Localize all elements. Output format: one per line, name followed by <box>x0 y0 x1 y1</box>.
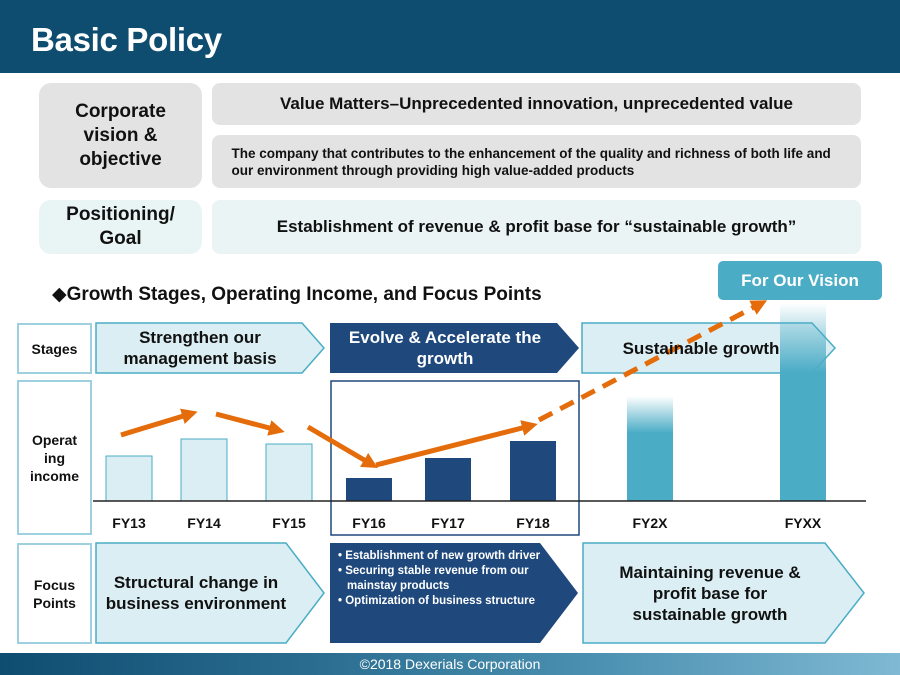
bar-fyxx <box>780 303 826 501</box>
row-label-income-text: Operat ing income <box>29 431 79 484</box>
fy-label: FYXX <box>784 515 822 531</box>
stage-chevron-2 <box>330 323 579 373</box>
company-statement-text: The company that contributes to the enha… <box>231 145 831 178</box>
fy-label: FY16 <box>352 515 386 531</box>
section-heading: ◆Growth Stages, Operating Income, and Fo… <box>52 284 542 305</box>
trend-arrow-fy14-fy15 <box>215 411 285 436</box>
focus-right-text: Maintaining revenue & profit base for su… <box>619 562 801 624</box>
value-matters-text: Value Matters–Unprecedented innovation, … <box>280 94 793 113</box>
positioning-label-box: Positioning/ Goal <box>39 200 202 254</box>
positioning-text: Establishment of revenue & profit base f… <box>276 217 797 236</box>
trend-arrow-fy13-fy14 <box>120 408 198 438</box>
focus-chevron-1 <box>95 542 325 644</box>
positioning-box: Establishment of revenue & profit base f… <box>212 200 861 254</box>
header-bar: Basic Policy <box>0 0 900 73</box>
page-title: Basic Policy <box>31 21 222 58</box>
focus-chevron-3 <box>582 542 865 644</box>
bar-fy17 <box>425 458 471 501</box>
row-label-focus-text: Focus Points <box>33 576 76 611</box>
row-label-stages: Stages <box>17 323 92 374</box>
focus-middle-bullets: Establishment of new growth driver Secur… <box>336 549 546 609</box>
stage-chevron-1 <box>95 322 325 374</box>
copyright-text: ©2018 Dexerials Corporation <box>359 656 541 672</box>
vision-badge-label: For Our Vision <box>741 270 859 290</box>
stage-1-label: Strengthen our management basis <box>123 328 277 368</box>
fy-label: FY2X <box>632 515 668 531</box>
trend-arrow-fy16-fy18 <box>375 420 538 468</box>
value-matters-box: Value Matters–Unprecedented innovation, … <box>212 83 861 125</box>
vision-label: Corporate vision & objective <box>75 100 166 170</box>
vision-label-box: Corporate vision & objective <box>39 83 202 188</box>
fy-label: FY14 <box>187 515 221 531</box>
fy-label: FY17 <box>431 515 465 531</box>
row-label-income: Operat ing income <box>17 380 92 535</box>
bar-fy15 <box>265 443 313 502</box>
company-statement-box: The company that contributes to the enha… <box>212 135 861 188</box>
stage-3-label: Sustainable growth <box>622 338 780 358</box>
bar-fy18 <box>510 441 556 501</box>
row-label-focus: Focus Points <box>17 543 92 644</box>
focus-left-text: Structural change in business environmen… <box>105 573 287 613</box>
fy-label: FY15 <box>272 515 306 531</box>
bar-fy14 <box>180 438 228 502</box>
bar-fy13 <box>105 455 153 502</box>
row-label-stages-text: Stages <box>31 340 78 357</box>
trend-arrow-dashed-vision <box>537 300 768 423</box>
stage-2-label: Evolve & Accelerate the growth <box>348 328 542 368</box>
evolve-period-frame <box>330 380 580 536</box>
fy-label: FY13 <box>112 515 146 531</box>
focus-bullet: Optimization of business structure <box>336 594 546 609</box>
bar-fy2x <box>627 396 673 501</box>
bar-fy16 <box>346 478 392 501</box>
focus-bullet: Securing stable revenue from our mainsta… <box>336 564 546 594</box>
footer-bar: ©2018 Dexerials Corporation <box>0 653 900 675</box>
positioning-label: Positioning/ Goal <box>66 204 175 249</box>
vision-badge: For Our Vision <box>718 261 882 300</box>
fy-label: FY18 <box>516 515 550 531</box>
trend-arrow-fy15-fy16 <box>306 424 378 469</box>
focus-bullet: Establishment of new growth driver <box>336 549 546 564</box>
